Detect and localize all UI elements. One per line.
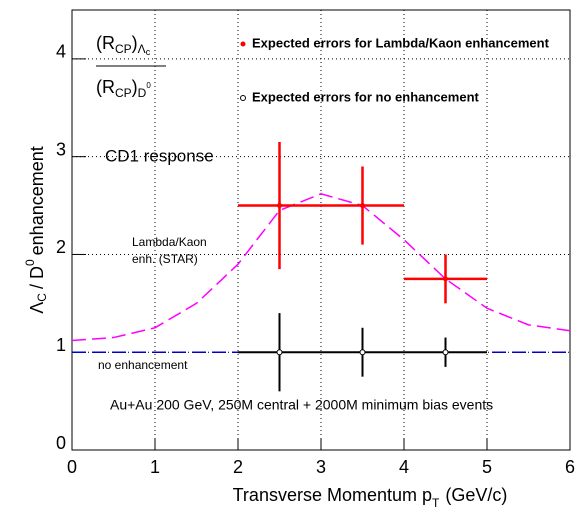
x-tick-label: 3 (316, 457, 326, 477)
legend-label: Expected errors for no enhancement (252, 89, 480, 104)
marker (443, 276, 448, 282)
error-point (238, 142, 321, 270)
error-point (321, 166, 404, 245)
x-tick-label: 4 (399, 457, 409, 477)
y-axis-label: ΛC/ D0enhancement (23, 146, 49, 314)
annotation: CD1 response (105, 146, 214, 165)
marker (277, 203, 282, 209)
legend-marker (240, 95, 246, 101)
y-tick-label: 3 (56, 139, 66, 159)
error-point (404, 337, 487, 367)
formula-numerator: (RCP)Λc (96, 33, 151, 58)
marker (276, 349, 283, 356)
y-tick-label: 0 (56, 433, 66, 453)
error-point (321, 327, 404, 377)
x-tick-label: 6 (565, 457, 575, 477)
error-point (238, 313, 321, 392)
curve (71, 193, 571, 342)
x-tick-label: 0 (67, 457, 77, 477)
marker (359, 349, 366, 356)
y-tick-label: 1 (56, 335, 66, 355)
x-tick-label: 2 (233, 457, 243, 477)
legend-label: Expected errors for Lambda/Kaon enhancem… (252, 35, 550, 50)
x-tick-label: 5 (482, 457, 492, 477)
x-axis-label: Transverse Momentum pT (GeV/c) (233, 485, 508, 510)
legend-marker (240, 41, 246, 47)
marker (360, 203, 365, 209)
x-tick-label: 1 (150, 457, 160, 477)
y-tick-label: 2 (56, 237, 66, 257)
annotation: Lambda/Kaon (132, 235, 207, 249)
error-point (404, 254, 487, 304)
annotation: no enhancement (98, 358, 188, 372)
marker (442, 349, 449, 356)
formula-denominator: (RCP)D0 (96, 77, 151, 100)
formula: (RCP)Λc (RCP)D0 (96, 33, 166, 100)
annotation: Au+Au 200 GeV, 250M central + 2000M mini… (110, 397, 493, 413)
annotation: enh. (STAR) (132, 252, 198, 266)
y-tick-label: 4 (56, 42, 66, 62)
